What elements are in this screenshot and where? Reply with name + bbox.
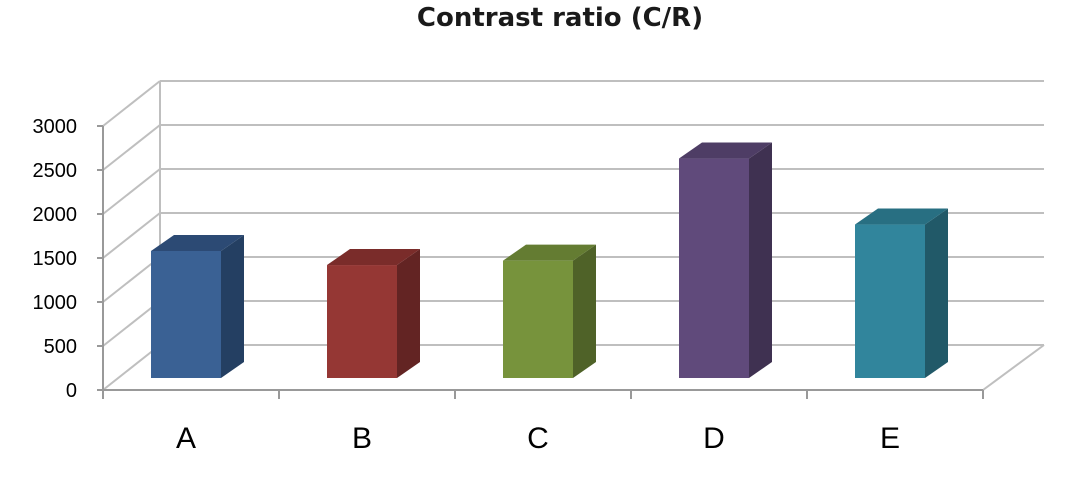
y-tick-label: 2500 — [33, 160, 78, 182]
bar-top-e — [855, 208, 948, 225]
gridline-diagonal — [102, 300, 161, 347]
gridline-diagonal — [102, 168, 161, 215]
x-tick-label: B — [352, 422, 372, 455]
bar-c — [503, 260, 573, 378]
bar-side-d — [749, 142, 772, 378]
bar-d — [679, 158, 749, 378]
bar-e — [855, 224, 925, 378]
bar-top-b — [327, 249, 420, 266]
x-tick-label: D — [703, 422, 725, 455]
gridline-diagonal — [102, 124, 161, 171]
bar-top-d — [679, 142, 772, 159]
y-tick-label: 3000 — [33, 116, 78, 138]
bar-a — [151, 250, 221, 378]
y-tick-label: 2000 — [33, 204, 78, 226]
floor-right-edge — [982, 344, 1045, 391]
x-tick-label: A — [176, 422, 196, 455]
y-tick-label: 1500 — [33, 248, 78, 270]
bar-side-b — [397, 249, 420, 378]
chart-title: Contrast ratio (C/R) — [416, 3, 704, 33]
y-tick-label: 0 — [66, 380, 77, 402]
y-tick-label: 500 — [44, 336, 77, 358]
gridline-diagonal — [102, 212, 161, 259]
gridline-diagonal — [102, 80, 161, 127]
bar-side-c — [573, 244, 596, 378]
bar-top-a — [151, 234, 244, 251]
bar-top-c — [503, 244, 596, 261]
x-tick-label: C — [527, 422, 549, 455]
y-tick-label: 1000 — [33, 292, 78, 314]
bar-b — [327, 265, 397, 378]
gridline-diagonal — [102, 344, 161, 391]
bar-side-e — [925, 208, 948, 378]
bar-side-a — [221, 234, 244, 378]
x-tick-label: E — [880, 422, 900, 455]
gridline-diagonal — [102, 256, 161, 303]
